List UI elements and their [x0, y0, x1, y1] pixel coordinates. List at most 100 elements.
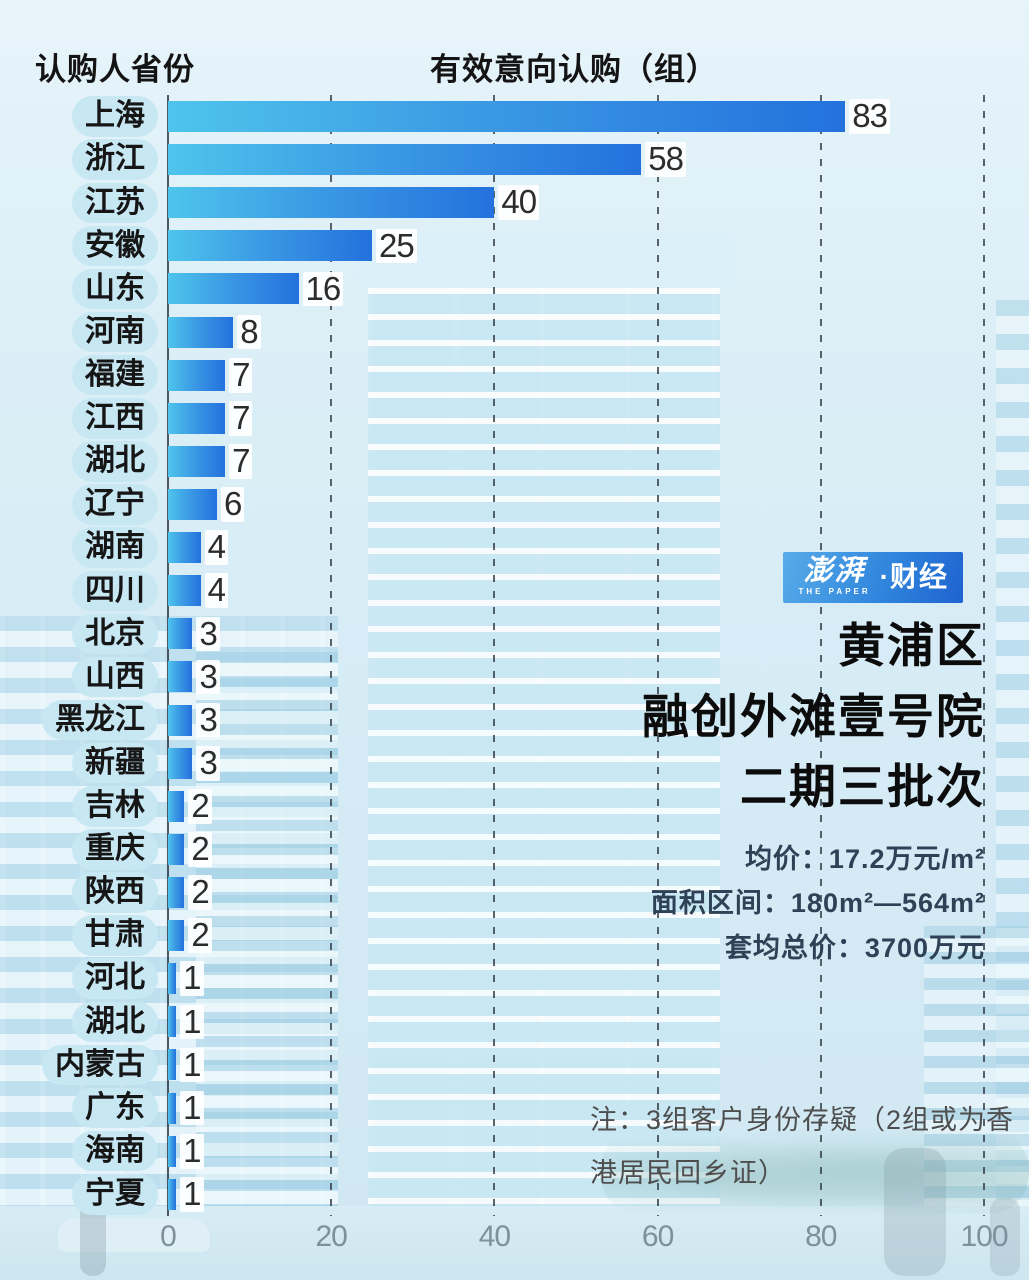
province-label-cell: 河北 [0, 958, 168, 999]
province-pill: 安徽 [72, 225, 158, 267]
bar-cell: 58 [168, 138, 984, 181]
bar-value: 25 [376, 228, 417, 264]
province-pill: 上海 [72, 96, 158, 137]
value-bar [168, 1006, 177, 1038]
province-label-cell: 江西 [0, 398, 168, 439]
province-label-cell: 宁夏 [0, 1174, 168, 1215]
province-pill: 辽宁 [72, 484, 158, 525]
table-row: 福建 7 [0, 354, 984, 397]
bar-value: 16 [302, 271, 344, 307]
value-bar [168, 230, 372, 262]
bar-value: 83 [849, 99, 890, 134]
bar-cell: 7 [168, 440, 984, 483]
the-paper-finance-logo: 澎湃 THE PAPER ·财经 [783, 552, 963, 603]
province-label-cell: 海南 [0, 1130, 168, 1172]
bar-value: 7 [229, 400, 253, 436]
bar-value: 40 [498, 185, 540, 221]
value-bar [168, 445, 226, 477]
bar-value: 1 [180, 961, 204, 997]
bar-value: 3 [196, 745, 220, 781]
value-bar [168, 963, 177, 995]
bar-value: 2 [188, 918, 212, 953]
province-pill: 湖北 [72, 441, 158, 482]
table-row: 河南 8 [0, 311, 984, 354]
value-bar [168, 704, 193, 736]
province-label-cell: 黑龙江 [0, 699, 168, 741]
bar-cell: 7 [168, 354, 984, 397]
column-header-count: 有效意向认购（组） [430, 52, 718, 87]
chart-title-line: 黄浦区 [838, 619, 985, 672]
bar-value: 1 [180, 1090, 204, 1126]
province-label-cell: 四川 [0, 570, 168, 611]
table-row: 江苏 40 [0, 181, 984, 224]
bar-value: 4 [204, 573, 228, 609]
bar-cell: 1 [168, 1000, 984, 1043]
bar-value: 1 [180, 1047, 204, 1083]
province-label-cell: 湖南 [0, 527, 168, 568]
table-row: 安徽 25 [0, 224, 984, 267]
logo-sub-text: THE PAPER [798, 587, 871, 596]
value-bar [168, 402, 226, 434]
province-label-cell: 北京 [0, 613, 168, 655]
bar-cell: 4 [168, 526, 984, 569]
value-bar [168, 661, 193, 693]
logo-right-text: ·财经 [879, 560, 948, 592]
bar-value: 2 [188, 875, 212, 910]
value-bar [168, 316, 234, 348]
logo-finance-text: 财经 [889, 560, 948, 592]
province-pill: 甘肃 [72, 915, 158, 956]
province-label-cell: 山西 [0, 656, 168, 698]
bar-value: 1 [180, 1176, 204, 1212]
province-pill: 河北 [72, 958, 158, 999]
value-bar [168, 920, 185, 952]
bar-cell: 16 [168, 267, 984, 310]
bar-value: 6 [220, 487, 245, 522]
value-bar [168, 575, 201, 607]
value-bar [168, 1049, 177, 1081]
bar-cell: 7 [168, 397, 984, 440]
value-bar [168, 790, 185, 822]
province-label-cell: 安徽 [0, 225, 168, 267]
province-pill: 重庆 [72, 829, 158, 870]
bar-value: 2 [188, 788, 212, 824]
logo-main-text: 澎湃 [803, 555, 866, 587]
table-row: 浙江 58 [0, 138, 984, 181]
chart-title-line: 二期三批次 [740, 760, 985, 813]
province-pill: 河南 [72, 311, 158, 353]
province-label-cell: 辽宁 [0, 484, 168, 525]
table-row: 上海 83 [0, 95, 984, 138]
table-row: 湖北 7 [0, 440, 984, 483]
table-row: 辽宁 6 [0, 483, 984, 526]
x-tick-label: 80 [805, 1220, 837, 1253]
province-pill: 江苏 [72, 182, 158, 224]
property-details: 均价：17.2万元/m² 面积区间：180m²—564m² 套均总价：3700万元 [642, 837, 985, 971]
x-tick-label: 60 [641, 1220, 674, 1253]
value-bar [168, 833, 185, 865]
logo-separator: · [879, 560, 890, 592]
bar-value: 1 [180, 1004, 204, 1040]
value-bar [168, 618, 193, 650]
table-row: 湖北 1 [0, 1000, 984, 1043]
gridline-100 [983, 95, 985, 1216]
logo-wordmark: 澎湃 THE PAPER [798, 557, 870, 596]
province-label-cell: 广东 [0, 1087, 168, 1129]
bar-value: 58 [645, 142, 686, 177]
bar-cell: 8 [168, 311, 984, 354]
province-label-cell: 河南 [0, 311, 168, 353]
province-pill: 福建 [72, 354, 158, 396]
province-label-cell: 湖北 [0, 441, 168, 482]
value-bar [168, 101, 846, 133]
province-pill: 湖北 [72, 1001, 158, 1043]
x-tick-label: 100 [960, 1220, 1008, 1253]
province-pill: 吉林 [72, 786, 158, 827]
province-pill: 四川 [72, 570, 158, 611]
x-tick-label: 20 [315, 1220, 348, 1253]
value-bar [168, 273, 299, 305]
table-row: 四川 4 [0, 569, 984, 612]
bar-value: 2 [188, 831, 212, 867]
bar-value: 3 [196, 616, 220, 652]
bar-value: 7 [229, 357, 253, 393]
bar-cell: 25 [168, 224, 984, 267]
province-label-cell: 山东 [0, 268, 168, 310]
bar-cell: 40 [168, 181, 984, 224]
